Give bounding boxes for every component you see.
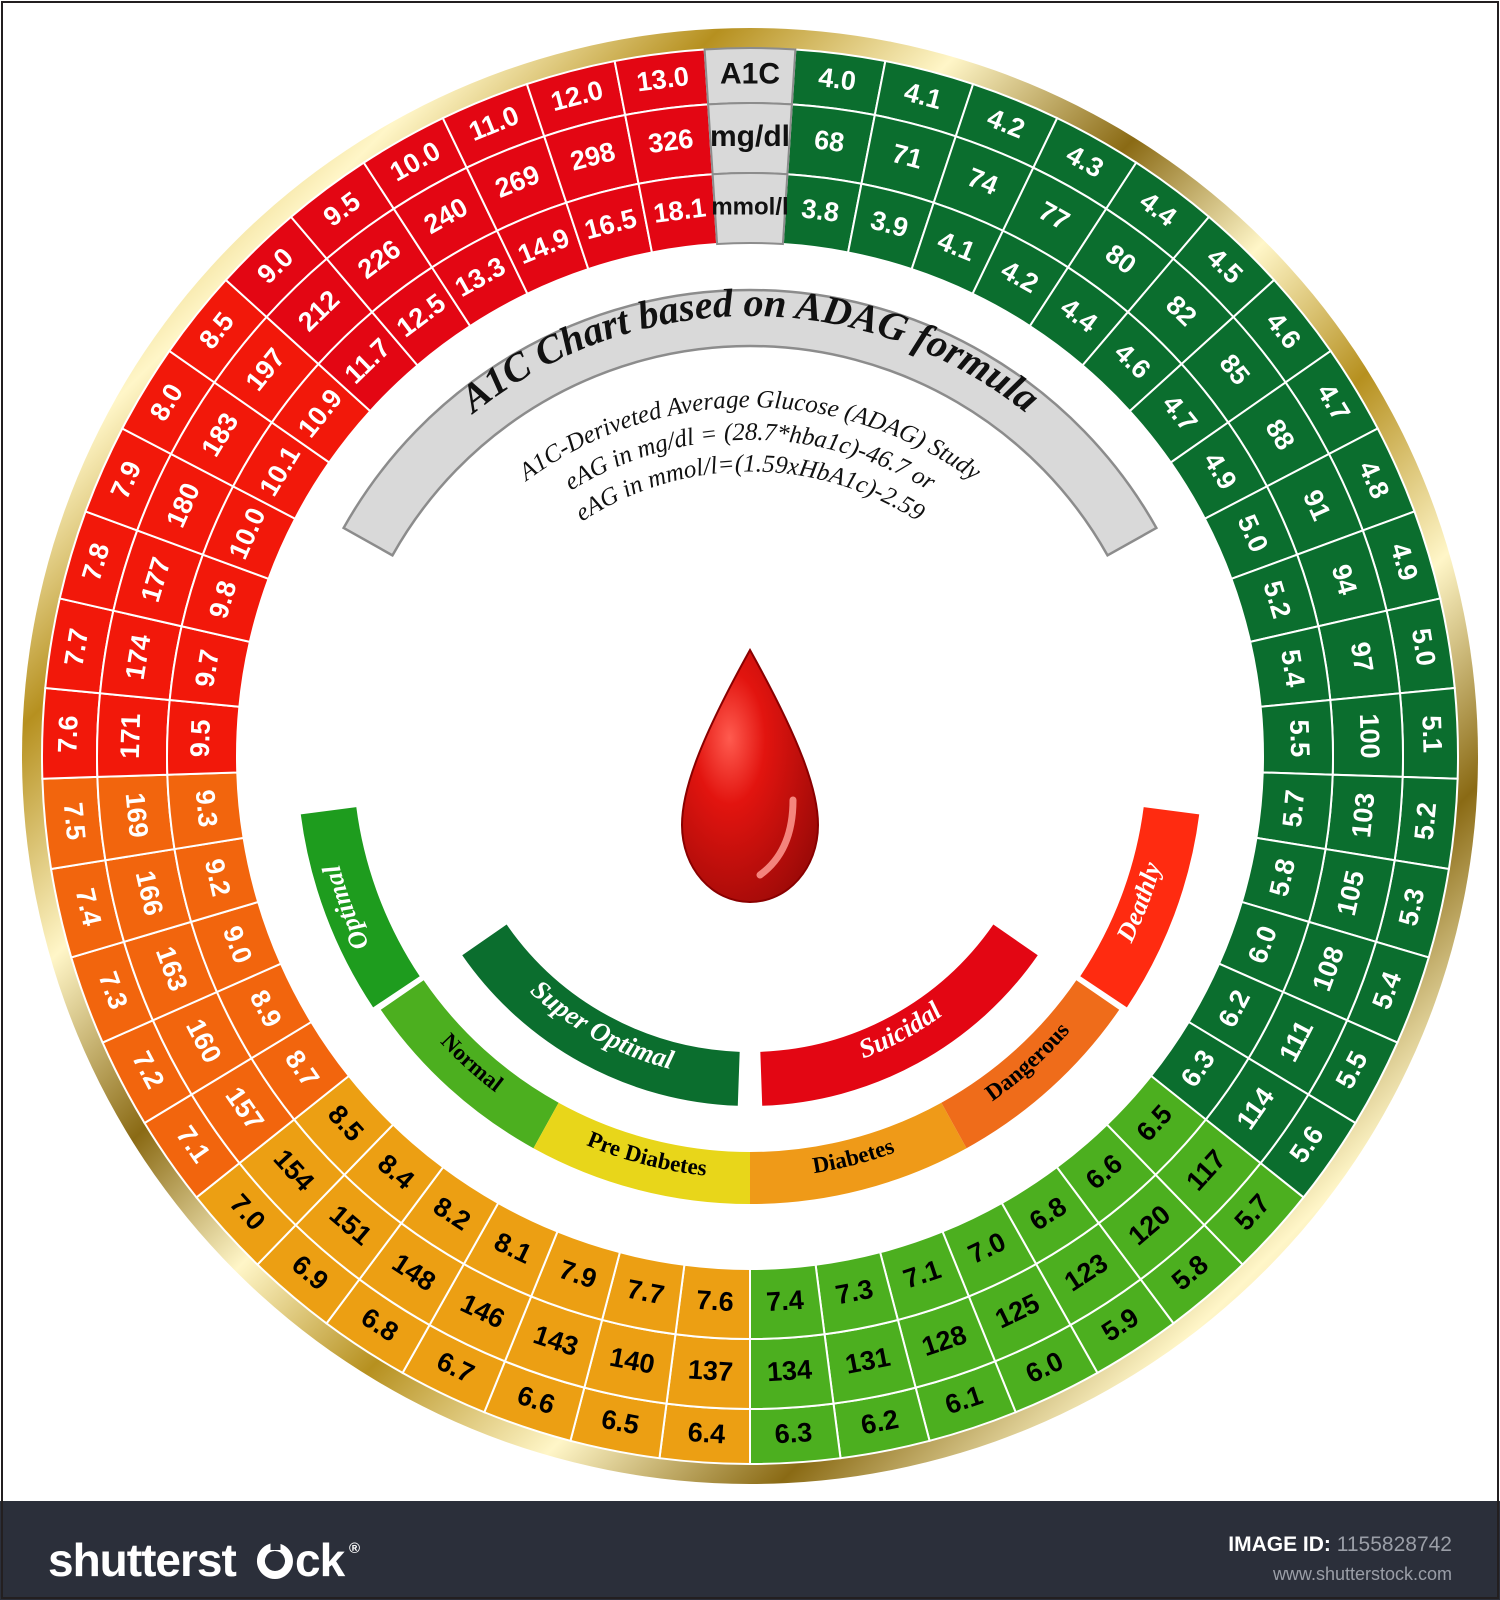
svg-text:7.6: 7.6 [695,1285,734,1317]
svg-text:169: 169 [120,791,154,839]
svg-text:7.5: 7.5 [58,801,91,841]
svg-text:3.8: 3.8 [800,193,841,228]
svg-text:5.0: 5.0 [1406,626,1442,668]
svg-text:mg/dl: mg/dl [710,120,790,153]
svg-text:9.5: 9.5 [185,719,216,757]
svg-text:®: ® [349,1540,360,1557]
svg-text:5.1: 5.1 [1416,715,1447,753]
svg-text:326: 326 [646,123,695,159]
svg-text:9.7: 9.7 [189,647,225,689]
svg-text:97: 97 [1345,640,1379,674]
svg-text:100: 100 [1354,713,1385,759]
svg-text:A1C: A1C [720,57,780,90]
svg-text:5.4: 5.4 [1275,647,1311,689]
svg-text:103: 103 [1346,791,1380,839]
svg-text:134: 134 [766,1354,813,1387]
svg-text:171: 171 [115,713,146,759]
svg-text:mmol/l: mmol/l [711,193,788,220]
svg-text:5.7: 5.7 [1277,788,1310,828]
svg-text:7.4: 7.4 [765,1285,804,1317]
svg-text:5.5: 5.5 [1284,719,1315,757]
svg-text:shutterst: shutterst [48,1534,236,1586]
svg-text:9.3: 9.3 [190,788,223,828]
svg-text:7.6: 7.6 [52,715,83,753]
svg-text:7.7: 7.7 [59,626,95,668]
svg-text:137: 137 [687,1354,734,1387]
svg-text:6.4: 6.4 [687,1417,726,1449]
svg-text:6.3: 6.3 [774,1417,813,1449]
svg-text:4.0: 4.0 [817,62,858,97]
svg-text:ck: ck [295,1534,346,1586]
svg-text:5.2: 5.2 [1409,801,1442,841]
svg-text:68: 68 [812,124,846,158]
